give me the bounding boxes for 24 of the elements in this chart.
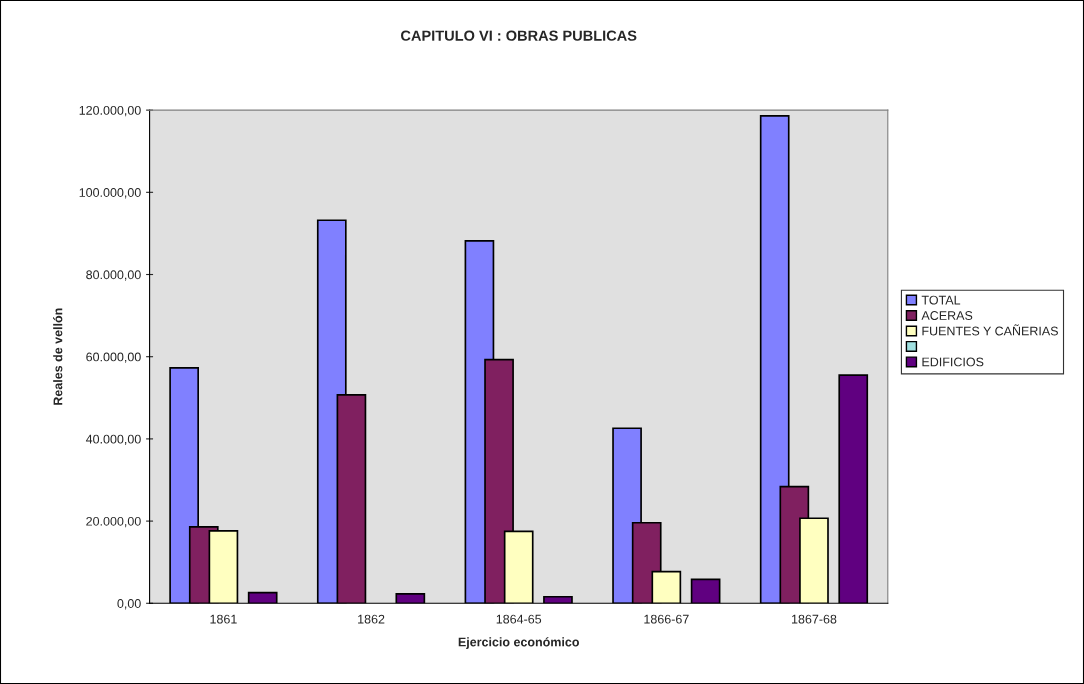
y-tick-label: 60.000,00 xyxy=(86,352,141,363)
y-tick-label: 120.000,00 xyxy=(79,105,141,117)
legend-label: FUENTES Y CAÑERIAS xyxy=(922,324,1058,336)
y-tick-label: 100.000,00 xyxy=(79,188,141,199)
x-tick-label: 1864-65 xyxy=(496,614,542,624)
bar xyxy=(690,578,721,604)
y-tick-label: 80.000,00 xyxy=(86,270,141,281)
y-tick-label: 20.000,00 xyxy=(86,516,141,528)
bar xyxy=(247,591,278,604)
y-axis-title: Reales de vellón xyxy=(53,308,63,405)
y-tick-label: 0,00 xyxy=(117,599,141,610)
y-tick-label: 40.000,00 xyxy=(85,434,141,446)
legend-label: TOTAL xyxy=(921,295,961,305)
x-tick-label: 1866-67 xyxy=(644,614,689,624)
bar xyxy=(543,595,573,604)
x-tick-label: 1861 xyxy=(210,614,237,624)
x-tick-label: 1867-68 xyxy=(791,614,837,624)
chart-title: CAPITULO VI : OBRAS PUBLICAS xyxy=(401,30,637,41)
x-axis-title: Ejercicio económico xyxy=(458,637,579,649)
legend-label: EDIFICIOS xyxy=(922,357,984,367)
bar xyxy=(838,374,869,604)
legend-label: ACERAS xyxy=(921,311,973,320)
x-tick-label: 1862 xyxy=(358,614,385,624)
bar xyxy=(395,593,426,604)
